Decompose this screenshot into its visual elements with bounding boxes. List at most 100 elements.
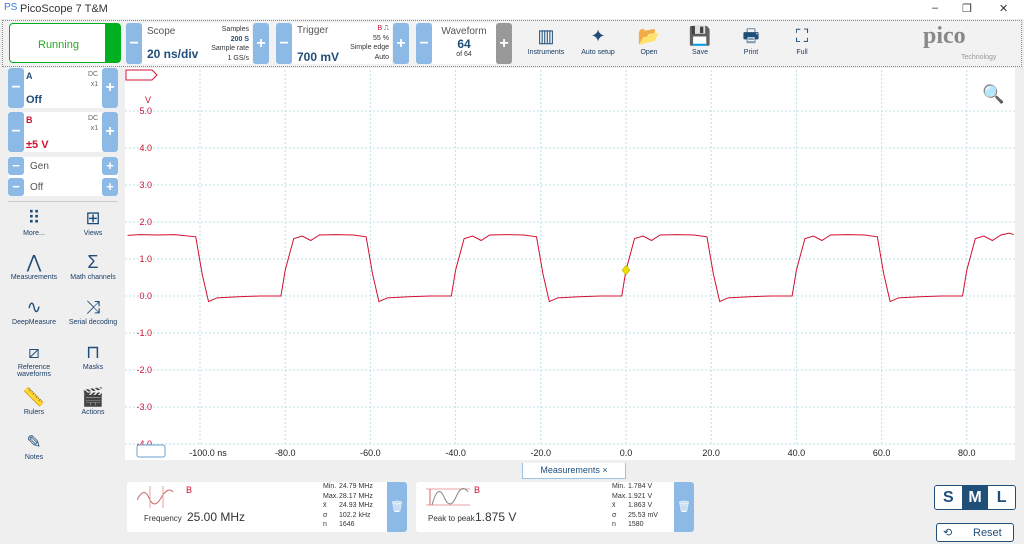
deepmeasure-button[interactable]: ∿ DeepMeasure bbox=[6, 295, 62, 326]
y-tick-label: -1.0 bbox=[136, 328, 152, 338]
close-icon[interactable]: × bbox=[602, 465, 608, 475]
channel-a-decrease[interactable]: − bbox=[8, 68, 24, 108]
delete-measurement-button[interactable]: 🗑 bbox=[674, 482, 694, 532]
restore-button[interactable]: ❐ bbox=[962, 3, 972, 15]
measurements-button[interactable]: ⋀ Measurements bbox=[6, 250, 62, 281]
fullscreen-icon: ⛶ bbox=[795, 26, 809, 46]
timebase-decrease-button[interactable]: − bbox=[126, 23, 142, 64]
y-tick-label: -3.0 bbox=[136, 402, 152, 412]
trigger-position: 55 % bbox=[373, 34, 389, 42]
trigger-decrease-button[interactable]: − bbox=[276, 23, 292, 64]
zoom-icon[interactable]: 🔍 bbox=[982, 84, 1005, 104]
gen-decrease[interactable]: − bbox=[8, 157, 24, 175]
actions-button[interactable]: 🎬 Actions bbox=[65, 385, 121, 416]
full-label: Full bbox=[796, 49, 808, 56]
rulers-button[interactable]: 📏 Rulers bbox=[6, 385, 62, 416]
stat-row: x̄ 1.863 V bbox=[612, 501, 658, 511]
stat-row: Min. 24.79 MHz bbox=[323, 482, 373, 492]
views-button[interactable]: ⊞ Views bbox=[65, 206, 121, 237]
channel-b-panel[interactable]: − B DC x1 ±5 V + bbox=[8, 112, 118, 152]
gen-value-decrease[interactable]: − bbox=[8, 178, 24, 196]
run-status: Running bbox=[38, 39, 79, 51]
gen-value-increase[interactable]: + bbox=[102, 178, 118, 196]
size-selector: S M L bbox=[934, 485, 1016, 510]
measurements-tab[interactable]: Measurements × bbox=[522, 463, 626, 479]
x-tick-label: -80.0 bbox=[275, 448, 296, 458]
notes-label: Notes bbox=[24, 454, 44, 461]
trigger-increase-button[interactable]: + bbox=[393, 23, 409, 64]
peak-to-peak-icon bbox=[426, 487, 470, 506]
notes-button[interactable]: ✎ Notes bbox=[6, 430, 62, 461]
channel-a-increase[interactable]: + bbox=[102, 68, 118, 108]
instruments-button[interactable]: ▥ Instruments bbox=[521, 23, 571, 56]
delete-measurement-button[interactable]: 🗑 bbox=[387, 482, 407, 532]
save-button[interactable]: 💾 Save bbox=[675, 23, 725, 56]
trigger-channel: B bbox=[377, 25, 383, 32]
channel-b-decrease[interactable]: − bbox=[8, 112, 24, 152]
waveform-count: of 64 bbox=[456, 51, 472, 58]
size-large-button[interactable]: L bbox=[988, 486, 1015, 509]
x-tick-label: -100.0 ns bbox=[189, 448, 227, 458]
gen-increase[interactable]: + bbox=[102, 157, 118, 175]
x-tick-label: -60.0 bbox=[360, 448, 381, 458]
gen-value[interactable]: Off bbox=[30, 182, 44, 193]
stat-value: 1.863 V bbox=[628, 502, 653, 509]
open-button[interactable]: 📂 Open bbox=[624, 23, 674, 56]
channel-a-range[interactable]: Off bbox=[26, 94, 42, 106]
waveform-increase-button[interactable]: + bbox=[496, 23, 512, 64]
auto-setup-button[interactable]: ✦ Auto setup bbox=[573, 23, 623, 56]
masks-label: Masks bbox=[82, 364, 104, 371]
masks-button[interactable]: ⊓ Masks bbox=[65, 340, 121, 371]
more-button[interactable]: ⠿ More... bbox=[6, 206, 62, 237]
measurement-peak-to-peak[interactable]: B Peak to peak 1.875 V Min. 1.784 V Max.1.… bbox=[416, 482, 694, 532]
x-tick-label: -40.0 bbox=[445, 448, 466, 458]
close-button[interactable]: ✕ bbox=[999, 3, 1009, 15]
trigger-level[interactable]: 700 mV bbox=[297, 50, 340, 64]
x-tick-label: 80.0 bbox=[958, 448, 976, 458]
masks-icon: ⊓ bbox=[85, 342, 101, 362]
clapperboard-icon: 🎬 bbox=[81, 387, 105, 407]
waveform-label: Waveform bbox=[441, 26, 487, 37]
coupling: DC bbox=[88, 115, 99, 122]
sigma-icon: Σ bbox=[87, 252, 99, 272]
measurement-value: 1.875 V bbox=[475, 510, 517, 524]
trigger-mode[interactable]: Auto bbox=[374, 53, 389, 61]
stat-value: 1580 bbox=[628, 521, 644, 528]
waveform-index[interactable]: 64 bbox=[457, 37, 471, 51]
channel-b-range[interactable]: ±5 V bbox=[26, 139, 49, 151]
rising-edge-icon: ⎍ bbox=[384, 25, 389, 32]
samples-label: Samples bbox=[221, 26, 249, 33]
channel-b-name: B bbox=[26, 115, 33, 125]
instruments-label: Instruments bbox=[527, 49, 565, 56]
scope-label: Scope bbox=[147, 26, 176, 37]
stat-row: Max.1.921 V bbox=[612, 492, 658, 502]
scope-view[interactable] bbox=[125, 68, 1015, 460]
y-tick-label: 0.0 bbox=[139, 291, 152, 301]
minimize-button[interactable]: – bbox=[932, 2, 939, 14]
size-medium-button[interactable]: M bbox=[961, 486, 989, 509]
channel-a-panel[interactable]: − A DC x1 Off + bbox=[8, 68, 118, 108]
timebase-value[interactable]: 20 ns/div bbox=[147, 47, 199, 61]
trigger-label: Trigger bbox=[297, 25, 329, 36]
y-tick-label: 4.0 bbox=[139, 143, 152, 153]
timebase-increase-button[interactable]: + bbox=[253, 23, 269, 64]
reference-waveforms-button[interactable]: ⧄ Reference waveforms bbox=[6, 340, 62, 378]
run-stop-button[interactable]: Running bbox=[9, 23, 121, 63]
samples-value[interactable]: 200 S bbox=[230, 35, 249, 43]
serial-decoding-button[interactable]: ⤨ Serial decoding bbox=[65, 295, 121, 326]
trigger-type[interactable]: Simple edge bbox=[350, 44, 389, 51]
reference-waveforms-label: Reference waveforms bbox=[17, 364, 51, 378]
size-small-button[interactable]: S bbox=[935, 486, 962, 509]
measurement-frequency[interactable]: B Frequency 25.00 MHz Min. 24.79 MHz Max.2… bbox=[127, 482, 407, 532]
waveform-decrease-button[interactable]: − bbox=[416, 23, 432, 64]
auto-setup-label: Auto setup bbox=[581, 49, 615, 56]
math-channels-button[interactable]: Σ Math channels bbox=[65, 250, 121, 281]
reset-button[interactable]: ⟲ Reset bbox=[936, 523, 1014, 542]
full-button[interactable]: ⛶ Full bbox=[777, 23, 827, 56]
stat-value: 1646 bbox=[339, 521, 355, 528]
print-button[interactable]: 🖶 Print bbox=[726, 23, 776, 56]
stat-value: 24.79 MHz bbox=[339, 483, 373, 490]
more-label: More... bbox=[23, 230, 45, 237]
channel-b-increase[interactable]: + bbox=[102, 112, 118, 152]
stat-row: σ 102.2 kHz bbox=[323, 511, 373, 521]
